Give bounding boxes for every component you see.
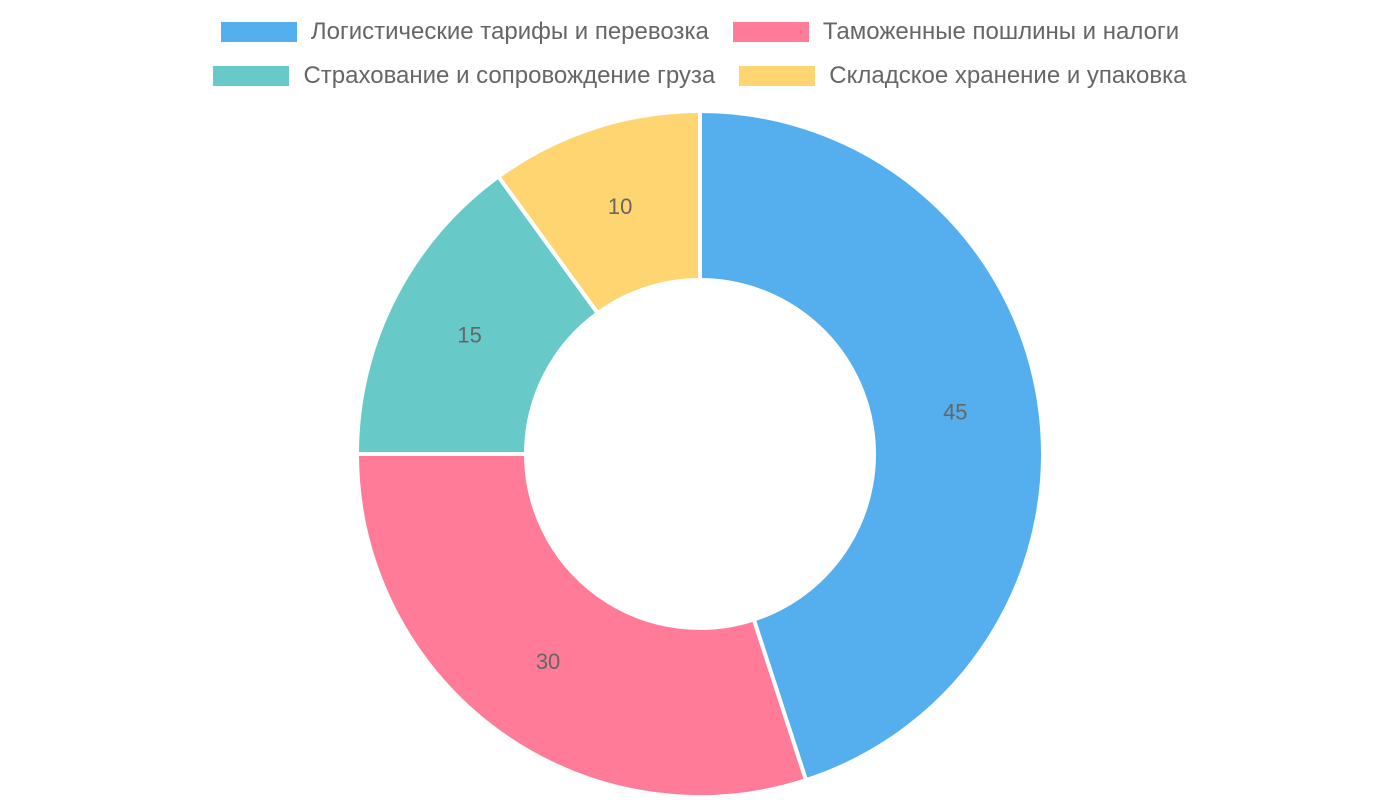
- legend-label-customs: Таможенные пошлины и налоги: [822, 18, 1180, 45]
- legend-item-insurance[interactable]: Страхование и сопровождение груза: [213, 61, 715, 91]
- slice-value-customs: 30: [536, 649, 560, 674]
- legend-item-storage[interactable]: Складское хранение и упаковка: [739, 61, 1187, 91]
- slice-storage[interactable]: [495, 108, 702, 317]
- slice-logistics[interactable]: [698, 108, 1045, 783]
- legend-label-logistics: Логистические тарифы и перевозка: [310, 18, 709, 45]
- slices-group: [354, 108, 1045, 799]
- slice-insurance[interactable]: [354, 173, 601, 456]
- value-labels-group: 45 30 15 10: [457, 194, 967, 674]
- legend-swatch-storage: [739, 66, 816, 86]
- legend-row-1: Логистические тарифы и перевозка Таможен…: [0, 17, 1400, 47]
- legend-label-insurance: Страхование и сопровождение груза: [303, 62, 716, 89]
- slice-value-logistics: 45: [943, 399, 967, 424]
- legend-label-storage: Складское хранение и упаковка: [829, 62, 1187, 89]
- slice-customs[interactable]: [354, 452, 809, 799]
- legend-swatch-insurance: [213, 66, 290, 86]
- slice-value-insurance: 15: [457, 322, 481, 347]
- legend-swatch-customs: [732, 22, 809, 42]
- legend-item-customs[interactable]: Таможенные пошлины и налоги: [732, 17, 1180, 47]
- legend-row-2: Страхование и сопровождение груза Складс…: [0, 61, 1400, 91]
- legend-item-logistics[interactable]: Логистические тарифы и перевозка: [220, 17, 709, 47]
- legend-swatch-logistics: [220, 22, 297, 42]
- slice-value-storage: 10: [608, 194, 632, 219]
